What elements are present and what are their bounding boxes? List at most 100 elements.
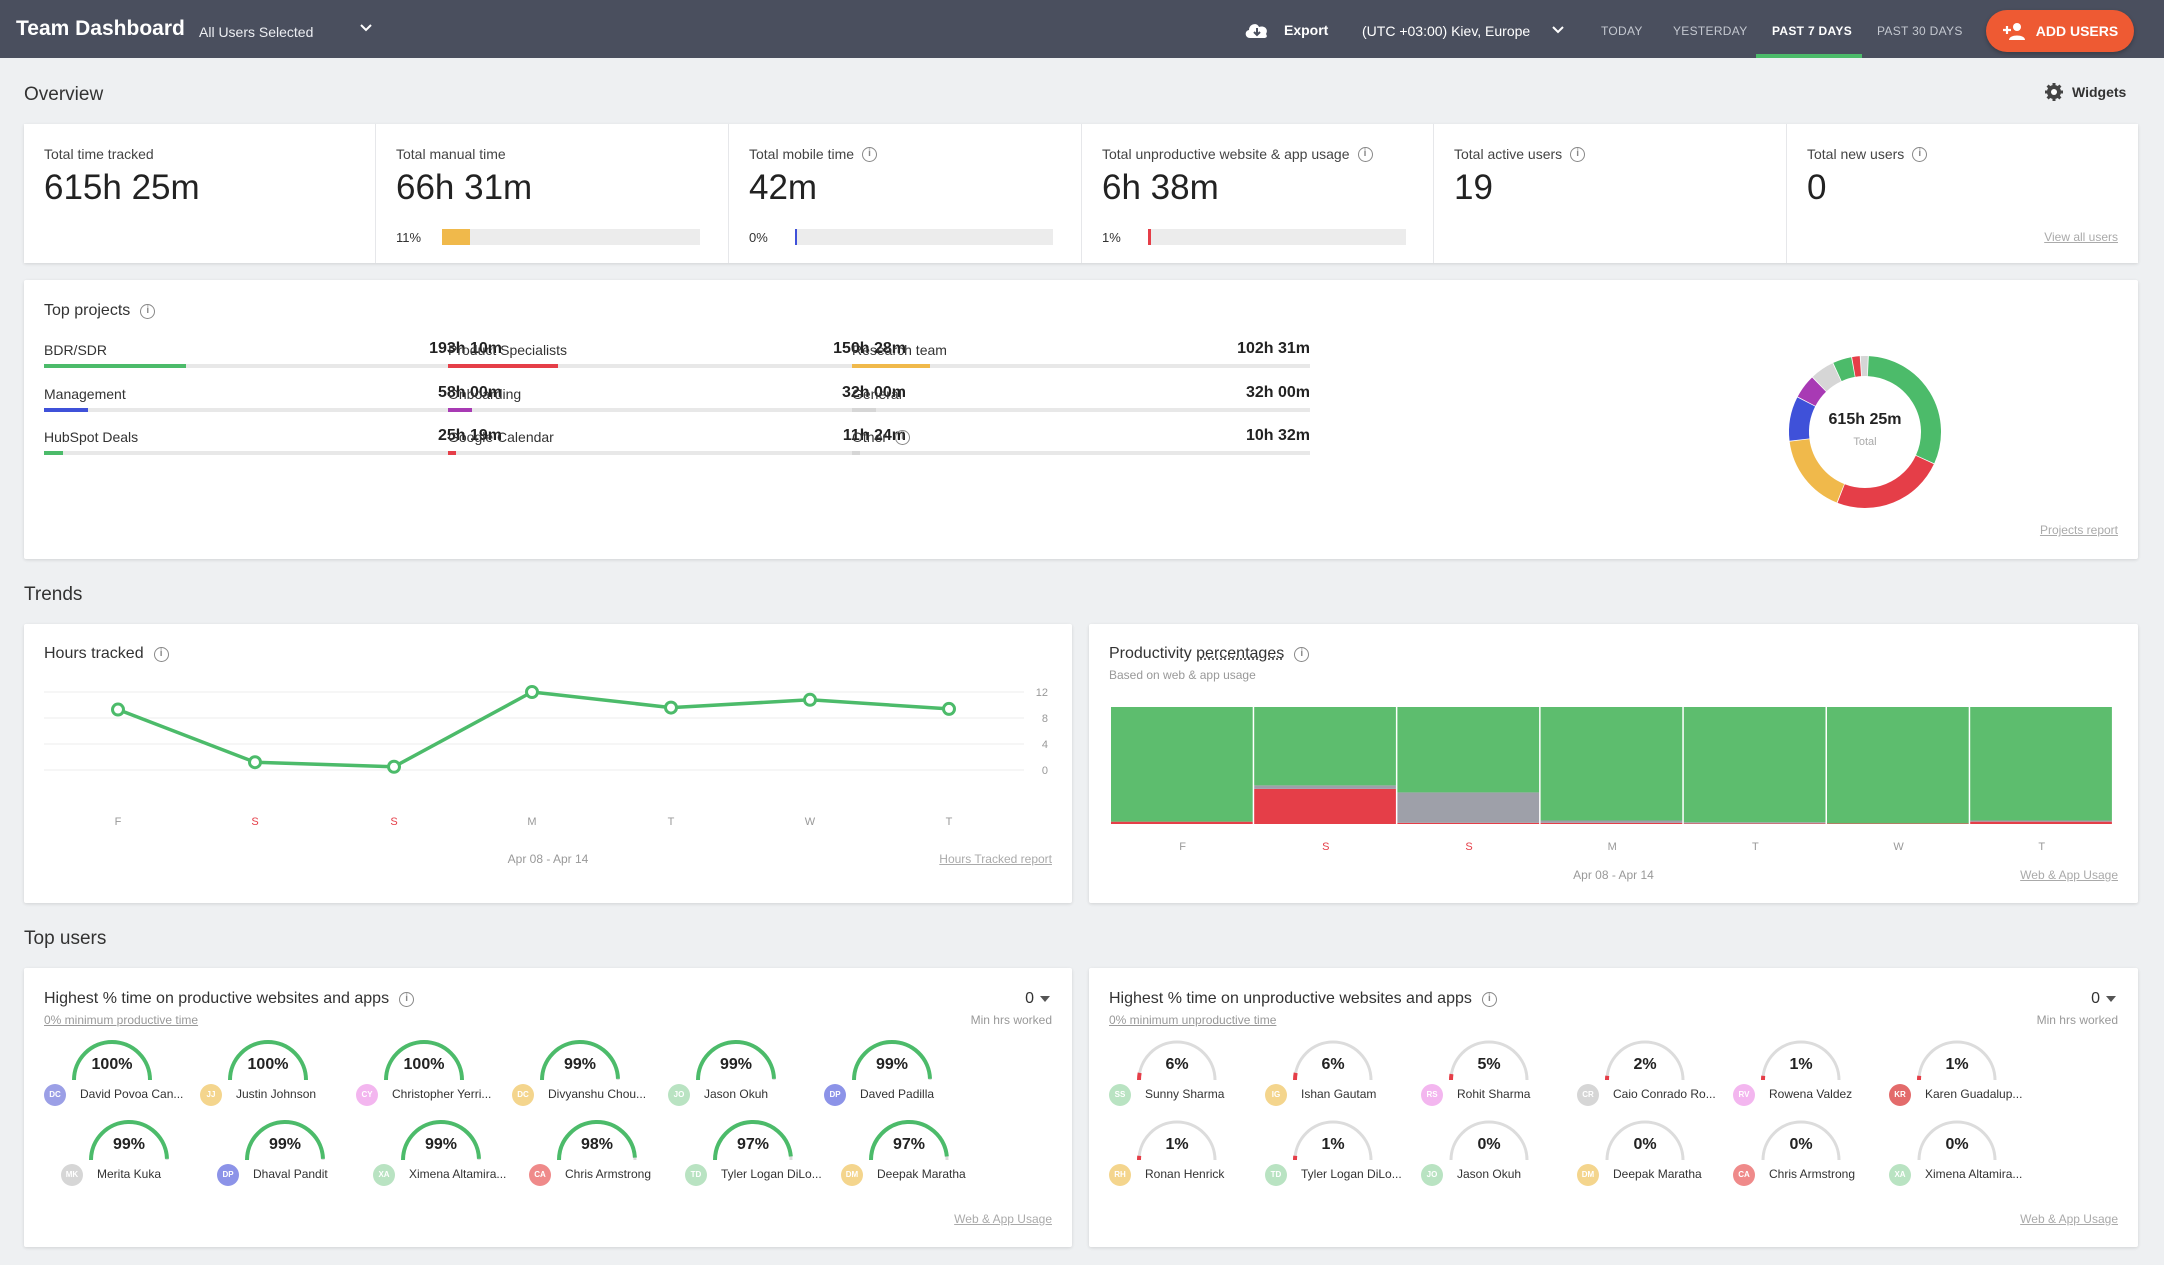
timezone-selector[interactable]: (UTC +03:00) Kiev, Europe (1362, 23, 1531, 39)
top-user-item[interactable]: 100% DC David Povoa Can... (44, 1038, 194, 1118)
info-icon[interactable]: i (1481, 991, 1497, 1007)
donut-slice[interactable] (1797, 377, 1827, 407)
donut-slice[interactable] (1837, 455, 1934, 508)
stat-label-text: Total unproductive website & app usage (1102, 146, 1350, 162)
overview-title: Overview (24, 84, 104, 105)
top-user-item[interactable]: 0% CA Chris Armstrong (1733, 1118, 1883, 1198)
top-user-item[interactable]: 99% XA Ximena Altamira... (373, 1118, 523, 1198)
project-bar (852, 408, 1310, 412)
donut-slice[interactable] (1789, 397, 1816, 441)
unproductive-min-link[interactable]: 0% minimum unproductive time (1109, 1013, 1277, 1027)
donut-slice[interactable] (1867, 356, 1941, 464)
productivity-card: Productivity percentages i Based on web &… (1089, 624, 2138, 903)
projects-report-link[interactable]: Projects report (2039, 523, 2118, 537)
chevron-down-icon[interactable] (1550, 22, 1566, 38)
productivity-bar-segment[interactable] (1254, 707, 1396, 786)
stat-value: 6h 38m (1102, 168, 1219, 207)
top-user-item[interactable]: 100% CY Christopher Yerri... (356, 1038, 506, 1118)
info-icon[interactable]: i (1294, 646, 1310, 662)
donut-slice[interactable] (1833, 357, 1856, 382)
hours-point[interactable] (803, 692, 817, 707)
top-user-item[interactable]: 98% CA Chris Armstrong (529, 1118, 679, 1198)
top-user-item[interactable]: 6% SS Sunny Sharma (1109, 1038, 1259, 1118)
top-user-item[interactable]: 97% TD Tyler Logan DiLo... (685, 1118, 835, 1198)
top-user-item[interactable]: 1% KR Karen Guadalup... (1889, 1038, 2039, 1118)
top-user-item[interactable]: 100% JJ Justin Johnson (200, 1038, 350, 1118)
hours-point[interactable] (942, 701, 956, 716)
productive-min-link[interactable]: 0% minimum productive time (44, 1013, 199, 1027)
productivity-bar-segment[interactable] (1254, 785, 1396, 789)
productivity-title-word-2[interactable]: percentages (1196, 645, 1285, 662)
productivity-bar-segment[interactable] (1827, 823, 1969, 824)
top-user-item[interactable]: 2% CR Caio Conrado Ro... (1577, 1038, 1727, 1118)
top-user-item[interactable]: 99% DP Dhaval Pandit (217, 1118, 367, 1198)
info-icon[interactable]: i (153, 646, 169, 662)
info-icon[interactable]: i (895, 429, 911, 445)
info-icon[interactable]: i (1570, 146, 1586, 162)
range-yesterday[interactable]: YESTERDAY (1673, 24, 1748, 38)
info-icon[interactable]: i (1912, 146, 1928, 162)
add-users-button[interactable]: ADD USERS (1986, 10, 2134, 52)
top-user-item[interactable]: 0% XA Ximena Altamira... (1889, 1118, 2039, 1198)
productivity-bar-segment[interactable] (1540, 707, 1683, 821)
stat-progress-fill (795, 229, 797, 245)
productivity-bar-segment[interactable] (1683, 822, 1826, 824)
top-user-item[interactable]: 1% RV Rowena Valdez (1733, 1038, 1883, 1118)
hours-tracked-report-link[interactable]: Hours Tracked report (939, 852, 1052, 866)
productivity-bar-segment[interactable] (1397, 792, 1540, 823)
donut-slice[interactable] (1852, 356, 1862, 377)
avatar: JO (668, 1084, 690, 1106)
productivity-bar-segment[interactable] (1683, 707, 1826, 823)
web-app-usage-link[interactable]: Web & App Usage (2020, 868, 2118, 882)
unproductive-web-app-usage-link[interactable]: Web & App Usage (2020, 1212, 2118, 1226)
hours-point[interactable] (248, 755, 262, 770)
productivity-bar-segment[interactable] (1540, 822, 1683, 824)
productivity-bar-segment[interactable] (1254, 788, 1396, 824)
min-hrs-select[interactable]: 0 (2091, 990, 2116, 1008)
productivity-bar-segment[interactable] (1111, 821, 1253, 824)
donut-slice[interactable] (1812, 363, 1842, 392)
productivity-bar-segment[interactable] (1540, 820, 1683, 823)
top-user-item[interactable]: 99% DC Divyanshu Chou... (512, 1038, 662, 1118)
range-past-30-days[interactable]: PAST 30 DAYS (1877, 24, 1963, 38)
widgets-button[interactable]: Widgets (2044, 82, 2126, 102)
top-user-item[interactable]: 5% RS Rohit Sharma (1421, 1038, 1571, 1118)
top-user-item[interactable]: 99% DP Daved Padilla (824, 1038, 974, 1118)
info-icon[interactable]: i (862, 146, 878, 162)
productivity-bar-segment[interactable] (1397, 822, 1540, 824)
top-user-item[interactable]: 99% JO Jason Okuh (668, 1038, 818, 1118)
top-user-item[interactable]: 99% MK Merita Kuka (61, 1118, 211, 1198)
hours-point[interactable] (111, 702, 125, 717)
productivity-bar-segment[interactable] (1827, 707, 1969, 824)
top-user-item[interactable]: 0% JO Jason Okuh (1421, 1118, 1571, 1198)
range-today[interactable]: TODAY (1601, 24, 1643, 38)
productivity-bar-segment[interactable] (1111, 707, 1253, 822)
top-user-item[interactable]: 6% IG Ishan Gautam (1265, 1038, 1415, 1118)
stat-total-time: Total time tracked 615h 25m (24, 124, 376, 263)
info-icon[interactable]: i (399, 991, 415, 1007)
project-time: 102h 31m (1237, 340, 1310, 357)
info-icon[interactable]: i (1357, 146, 1373, 162)
productivity-bar-segment[interactable] (1683, 823, 1826, 824)
export-button[interactable]: Export (1244, 21, 1328, 39)
top-user-item[interactable]: 97% DM Deepak Maratha (841, 1118, 991, 1198)
hours-point[interactable] (525, 685, 539, 699)
range-past-7-days[interactable]: PAST 7 DAYS (1772, 24, 1852, 38)
productivity-bar-segment[interactable] (1970, 707, 2112, 821)
productivity-bar-segment[interactable] (1397, 707, 1540, 793)
info-icon[interactable]: i (140, 303, 156, 319)
productivity-bar-segment[interactable] (1970, 821, 2112, 824)
top-user-item[interactable]: 1% TD Tyler Logan DiLo... (1265, 1118, 1415, 1198)
top-user-item[interactable]: 0% DM Deepak Maratha (1577, 1118, 1727, 1198)
productivity-bar-segment[interactable] (1970, 820, 2112, 822)
donut-slice[interactable] (1789, 438, 1845, 503)
users-selector[interactable]: All Users Selected (199, 24, 314, 40)
chevron-down-icon[interactable] (358, 20, 374, 36)
productive-web-app-usage-link[interactable]: Web & App Usage (954, 1212, 1052, 1226)
min-hrs-select[interactable]: 0 (1025, 990, 1050, 1008)
hours-point[interactable] (387, 759, 401, 774)
view-all-users-link[interactable]: View all users (2044, 230, 2118, 244)
hours-point[interactable] (664, 700, 678, 715)
y-tick-label: 12 (1036, 687, 1048, 699)
top-user-item[interactable]: 1% RH Ronan Henrick (1109, 1118, 1259, 1198)
